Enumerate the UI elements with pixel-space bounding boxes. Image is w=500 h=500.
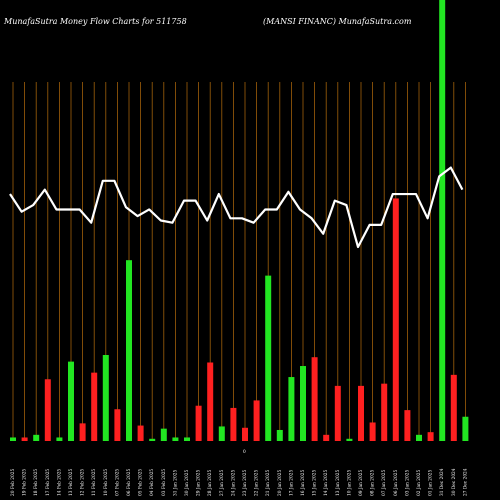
x-tick-label: 16 Jan 2025 bbox=[301, 470, 306, 496]
flow-bar bbox=[207, 362, 214, 441]
x-tick-label: 28 Jan 2025 bbox=[208, 470, 213, 496]
x-tick-label: 13 Jan 2025 bbox=[336, 470, 341, 496]
flow-bar bbox=[160, 428, 167, 441]
x-tick-label: 30 Dec 2024 bbox=[452, 468, 457, 496]
x-tick-label: 08 Jan 2025 bbox=[371, 470, 376, 496]
flow-bar bbox=[462, 416, 469, 441]
x-tick-label: 22 Jan 2025 bbox=[255, 470, 260, 496]
x-tick-label: 05 Feb 2025 bbox=[139, 469, 144, 496]
x-tick-label: 17 Jan 2025 bbox=[289, 470, 294, 496]
x-tick-label: 02 Jan 2025 bbox=[417, 470, 422, 496]
flow-bar bbox=[114, 409, 121, 441]
x-tick-label: 13 Feb 2025 bbox=[69, 469, 74, 496]
x-tick-label: 07 Jan 2025 bbox=[382, 470, 387, 496]
flow-bar bbox=[450, 374, 457, 441]
chart-title-left: MunafaSutra Money Flow Charts for 511758 bbox=[3, 17, 187, 26]
x-tick-label: 15 Jan 2025 bbox=[313, 470, 318, 496]
money-flow-line bbox=[9, 166, 464, 249]
flow-bar bbox=[91, 372, 98, 441]
flow-bar bbox=[68, 361, 74, 441]
flow-bar bbox=[334, 385, 341, 441]
flow-bar bbox=[33, 434, 40, 441]
x-tick-label: 30 Jan 2025 bbox=[185, 470, 190, 496]
x-tick-label: 09 Jan 2025 bbox=[359, 470, 364, 496]
x-tick-label: 18 Feb 2025 bbox=[34, 469, 39, 496]
flow-bar bbox=[79, 423, 86, 441]
flow-bar bbox=[218, 426, 225, 441]
flow-bar bbox=[288, 377, 295, 441]
x-tick-label: 10 Feb 2025 bbox=[104, 469, 109, 496]
x-tick-label: 23 Jan 2025 bbox=[243, 470, 248, 496]
x-tick-label: 14 Feb 2025 bbox=[57, 469, 62, 496]
x-tick-label: 27 Dec 2024 bbox=[463, 468, 468, 496]
flow-bar bbox=[253, 400, 260, 441]
x-tick-label: 06 Jan 2025 bbox=[394, 470, 399, 496]
x-tick-label: 14 Jan 2025 bbox=[324, 470, 329, 496]
flow-bar bbox=[137, 425, 144, 441]
x-tick-label: 10 Jan 2025 bbox=[347, 470, 352, 496]
flow-bar bbox=[323, 434, 330, 441]
x-tick-label: 20 Feb 2025 bbox=[11, 469, 16, 496]
x-tick-label: 07 Feb 2025 bbox=[115, 469, 120, 496]
x-tick-label: 03 Feb 2025 bbox=[162, 469, 167, 496]
x-tick-label: 11 Feb 2025 bbox=[92, 469, 97, 496]
flow-bar bbox=[416, 434, 422, 441]
flow-bar bbox=[21, 437, 28, 441]
flow-bar bbox=[10, 437, 16, 441]
flow-bar bbox=[369, 422, 376, 441]
flow-bar bbox=[149, 438, 156, 441]
x-tick-label: 12 Feb 2025 bbox=[81, 469, 86, 496]
flow-bar bbox=[346, 438, 353, 441]
flow-bar bbox=[230, 407, 237, 441]
flow-bar bbox=[172, 437, 179, 441]
x-axis-tick-labels: 20 Feb 2025 19 Feb 2025 18 Feb 2025 17 Feb … bbox=[11, 468, 468, 496]
x-tick-label: 24 Jan 2025 bbox=[231, 470, 236, 496]
x-tick-label: 20 Jan 2025 bbox=[278, 470, 283, 496]
x-tick-label: 19 Feb 2025 bbox=[23, 469, 28, 496]
center-mark: 0 bbox=[243, 450, 246, 455]
money-flow-bars bbox=[10, 0, 469, 441]
flow-bar bbox=[126, 260, 132, 441]
flow-bar bbox=[195, 405, 202, 441]
flow-bar bbox=[242, 427, 248, 441]
x-tick-label: 29 Jan 2025 bbox=[197, 470, 202, 496]
x-tick-label: 21 Jan 2025 bbox=[266, 470, 271, 496]
x-tick-label: 31 Dec 2024 bbox=[440, 468, 445, 496]
flow-bar bbox=[358, 385, 364, 441]
flow-bar bbox=[44, 379, 51, 441]
x-tick-label: 27 Jan 2025 bbox=[220, 470, 225, 496]
x-tick-label: 04 Feb 2025 bbox=[150, 469, 155, 496]
x-tick-label: 31 Jan 2025 bbox=[173, 470, 178, 496]
flow-bar bbox=[311, 357, 318, 441]
flow-bar bbox=[265, 275, 272, 441]
flow-bar bbox=[381, 383, 388, 441]
flow-bar bbox=[427, 432, 434, 441]
flow-bar bbox=[300, 366, 306, 441]
flow-bar bbox=[439, 0, 446, 441]
flow-bar bbox=[392, 198, 399, 441]
flow-bar bbox=[184, 437, 190, 441]
x-tick-label: 17 Feb 2025 bbox=[46, 469, 51, 496]
flow-bar bbox=[404, 410, 411, 441]
x-tick-label: 01 Jan 2025 bbox=[429, 470, 434, 496]
flow-bar bbox=[276, 429, 283, 441]
chart-title-right: (MANSI FINANC) MunafaSutra.com bbox=[263, 17, 412, 26]
x-tick-label: 03 Jan 2025 bbox=[405, 470, 410, 496]
flow-bar bbox=[102, 355, 109, 441]
x-tick-label: 06 Feb 2025 bbox=[127, 469, 132, 496]
flow-bar bbox=[56, 437, 63, 441]
